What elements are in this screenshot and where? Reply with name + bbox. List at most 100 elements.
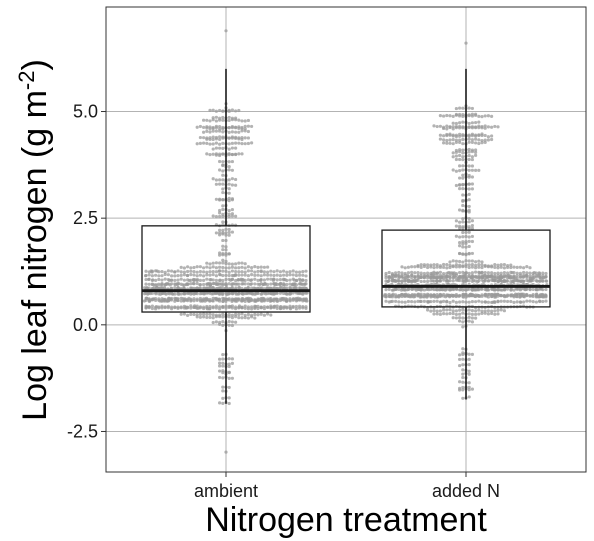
data-point	[291, 269, 295, 273]
data-point	[445, 312, 449, 316]
data-point	[464, 234, 468, 239]
data-point	[467, 244, 471, 249]
data-point	[218, 228, 222, 232]
data-point	[531, 292, 535, 297]
data-point	[509, 263, 513, 267]
data-point	[262, 270, 266, 274]
data-point	[454, 219, 458, 223]
data-point	[243, 142, 247, 146]
data-point	[230, 130, 234, 134]
data-point	[237, 136, 241, 140]
data-point	[470, 140, 474, 144]
data-point	[237, 125, 241, 129]
data-point	[473, 288, 477, 292]
data-point	[442, 262, 446, 267]
data-point	[221, 125, 225, 130]
data-point	[461, 112, 465, 117]
data-point	[218, 135, 222, 139]
data-point	[256, 265, 260, 269]
data-point	[198, 296, 202, 301]
data-point	[467, 300, 471, 304]
data-point	[243, 273, 247, 277]
data-point	[458, 176, 462, 180]
data-point	[283, 286, 287, 290]
data-point	[214, 270, 218, 274]
data-point	[535, 288, 540, 292]
data-point	[278, 274, 282, 278]
data-point	[467, 259, 471, 263]
data-point	[451, 151, 455, 155]
data-point	[227, 233, 231, 237]
data-point	[205, 265, 209, 269]
data-point	[406, 265, 410, 269]
data-point	[221, 204, 225, 208]
data-point	[467, 235, 471, 239]
data-point	[234, 292, 238, 296]
data-point	[480, 263, 484, 267]
data-point	[477, 168, 481, 172]
data-point	[427, 288, 431, 292]
data-point	[298, 273, 302, 277]
data-point	[211, 270, 215, 274]
data-point	[451, 309, 455, 313]
data-point	[221, 258, 225, 262]
data-point	[298, 270, 302, 274]
data-point	[490, 311, 494, 316]
data-point	[470, 164, 474, 168]
data-point	[279, 305, 283, 309]
data-point	[253, 277, 257, 281]
data-point	[227, 282, 231, 286]
data-point	[211, 313, 215, 317]
data-point	[461, 260, 465, 264]
data-point	[451, 114, 455, 118]
data-point	[224, 248, 228, 252]
data-point	[408, 279, 412, 283]
data-point	[396, 273, 400, 278]
data-point	[266, 273, 270, 277]
data-point	[253, 273, 257, 277]
data-point	[461, 217, 465, 221]
data-point	[234, 135, 238, 139]
data-point	[467, 381, 471, 385]
data-point	[474, 312, 478, 316]
data-point	[440, 287, 444, 291]
data-point	[214, 109, 218, 113]
data-point	[218, 357, 222, 361]
data-point	[442, 114, 446, 118]
data-point	[230, 135, 234, 139]
data-point	[279, 286, 284, 290]
data-point	[467, 106, 471, 110]
data-point	[182, 292, 186, 296]
data-point	[217, 286, 221, 290]
data-point	[426, 263, 430, 267]
data-point	[454, 148, 458, 153]
data-point	[389, 299, 393, 304]
data-point	[477, 263, 481, 267]
data-point	[397, 270, 401, 275]
data-point	[477, 124, 481, 128]
data-point	[275, 304, 279, 308]
data-point	[544, 299, 548, 303]
data-point	[461, 225, 465, 229]
data-point	[448, 300, 452, 305]
data-point	[218, 197, 222, 201]
data-point	[396, 279, 400, 283]
data-point	[227, 315, 231, 319]
data-point	[403, 300, 407, 304]
data-point	[246, 269, 250, 273]
data-point	[496, 299, 500, 303]
data-point	[528, 271, 532, 275]
data-point	[205, 315, 209, 320]
data-point	[189, 273, 193, 277]
data-point	[186, 313, 190, 317]
data-point	[298, 297, 303, 302]
data-point	[167, 278, 171, 282]
data-point	[208, 312, 212, 316]
data-point	[230, 146, 234, 150]
data-point	[490, 264, 494, 268]
data-point	[461, 142, 465, 146]
data-point	[214, 197, 218, 201]
data-point	[218, 320, 222, 324]
data-point	[461, 151, 465, 155]
data-point	[182, 312, 186, 316]
